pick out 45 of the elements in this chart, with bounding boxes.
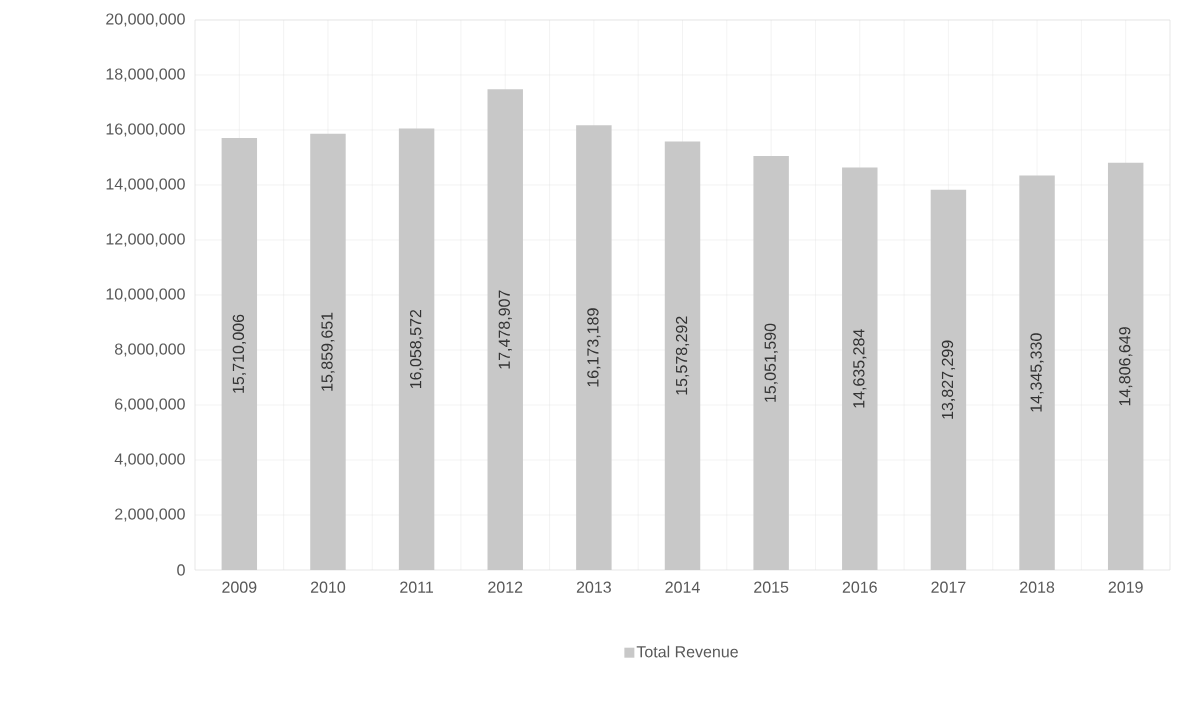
bar — [1107, 162, 1144, 570]
x-tick-label: 2011 — [400, 581, 434, 593]
bar — [310, 133, 346, 570]
x-tick-label: 2017 — [931, 581, 966, 593]
x-tick-label: 2015 — [754, 581, 789, 593]
x-tick-label: 2014 — [665, 581, 700, 593]
y-tick-label: 12,000,000 — [106, 233, 185, 247]
y-tick-label: 14,000,000 — [106, 178, 185, 192]
bar — [1019, 175, 1055, 570]
legend-label: Total Revenue — [636, 645, 738, 658]
y-tick-label: 2,000,000 — [115, 508, 185, 522]
x-tick-label: 2010 — [310, 581, 346, 593]
x-tick-label: 2018 — [1020, 581, 1055, 593]
y-tick-label: 4,000,000 — [114, 453, 185, 467]
data-label: 17,478,907 — [498, 290, 512, 369]
x-tick-label: 2012 — [488, 581, 523, 593]
data-label: 16,173,189 — [587, 308, 601, 387]
x-tick-label: 2013 — [576, 581, 611, 593]
bar — [664, 141, 701, 570]
y-tick-label: 10,000,000 — [106, 288, 185, 302]
y-tick-label: 0 — [177, 564, 185, 576]
bar — [576, 125, 612, 570]
data-label: 14,345,330 — [1030, 333, 1044, 412]
data-label: 14,806,649 — [1119, 327, 1133, 406]
y-tick-label: 16,000,000 — [106, 123, 185, 137]
data-label: 16,058,572 — [409, 309, 424, 389]
y-tick-label: 18,000,000 — [106, 68, 185, 82]
x-tick-label: 2016 — [842, 581, 877, 593]
data-label: 15,578,292 — [675, 316, 690, 395]
bar — [753, 156, 789, 570]
bar — [487, 89, 523, 570]
bar — [398, 128, 435, 570]
y-tick-label: 20,000,000 — [106, 13, 185, 27]
data-label: 15,859,651 — [321, 312, 335, 391]
bar — [930, 189, 967, 570]
y-tick-label: 6,000,000 — [115, 398, 185, 412]
bar — [221, 137, 258, 570]
x-tick-label: 2009 — [222, 581, 257, 593]
data-label: 15,710,006 — [232, 314, 246, 393]
data-label: 13,827,299 — [941, 340, 956, 419]
bar — [842, 167, 878, 570]
y-tick-label: 8,000,000 — [114, 343, 185, 357]
data-label: 14,635,284 — [853, 329, 867, 408]
data-label: 15,051,590 — [764, 323, 778, 402]
x-tick-label: 2019 — [1108, 581, 1143, 593]
